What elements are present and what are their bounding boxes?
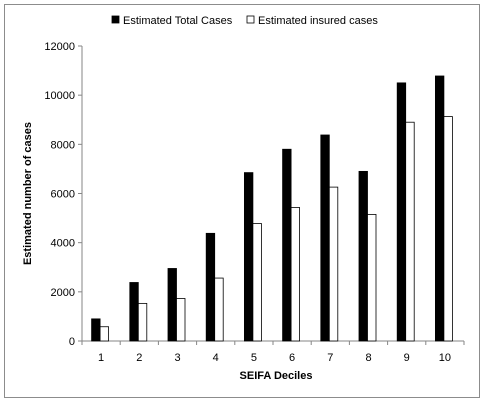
bar-total-cases (129, 282, 139, 342)
y-tick-label: 0 (69, 336, 75, 348)
bar-total-cases (205, 232, 216, 342)
x-tick-label: 5 (251, 352, 257, 364)
legend: Estimated Total Cases Estimated insured … (111, 15, 378, 27)
chart-svg: Estimated Total Cases Estimated insured … (22, 15, 465, 382)
bar-insured-cases (290, 207, 301, 342)
bar-insured-cases (252, 223, 262, 342)
bar-total-cases (282, 148, 292, 342)
bar-total-cases (167, 268, 177, 342)
bar-insured-cases (99, 326, 109, 342)
y-tick-label: 4000 (51, 238, 75, 250)
y-tick-label: 12000 (44, 41, 75, 53)
x-tick-label: 6 (289, 352, 295, 364)
bar-insured-cases (443, 116, 453, 342)
bar-insured-cases (367, 213, 377, 342)
legend-label-insured: Estimated insured cases (258, 15, 378, 27)
plot-area: 0 2000 4000 6000 8000 10000 12000 1 2 3 4 5 6 7 8 9 10 (44, 41, 465, 364)
y-tick-label: 10000 (44, 90, 75, 102)
bar-insured-cases (214, 277, 224, 342)
bar-total-cases (434, 75, 445, 342)
legend-swatch-total (111, 15, 120, 24)
bar-insured-cases (176, 298, 186, 342)
x-tick-label: 8 (365, 352, 371, 364)
legend-swatch-insured (246, 15, 255, 24)
bar-insured-cases (328, 186, 339, 342)
x-tick-label: 9 (404, 352, 410, 364)
x-tick-label: 10 (439, 352, 451, 364)
y-tick-label: 6000 (51, 189, 75, 201)
x-tick-label: 4 (213, 352, 219, 364)
bar-total-cases (396, 82, 407, 342)
bar-total-cases (358, 170, 368, 342)
chart-frame: Estimated Total Cases Estimated insured … (4, 4, 480, 398)
x-tick-label: 7 (327, 352, 333, 364)
x-tick-label: 1 (98, 352, 104, 364)
bar-total-cases (91, 318, 101, 342)
y-tick-label: 8000 (51, 139, 75, 151)
y-tick-label: 2000 (51, 287, 75, 299)
x-tick-label: 3 (174, 352, 180, 364)
x-axis-title: SEIFA Deciles (240, 370, 313, 382)
bar-insured-cases (137, 302, 148, 342)
y-axis-title: Estimated number of cases (22, 122, 34, 265)
bar-insured-cases (405, 121, 415, 342)
legend-label-total: Estimated Total Cases (123, 15, 233, 27)
x-tick-label: 2 (136, 352, 142, 364)
bar-total-cases (243, 172, 254, 342)
bar-total-cases (320, 134, 330, 342)
